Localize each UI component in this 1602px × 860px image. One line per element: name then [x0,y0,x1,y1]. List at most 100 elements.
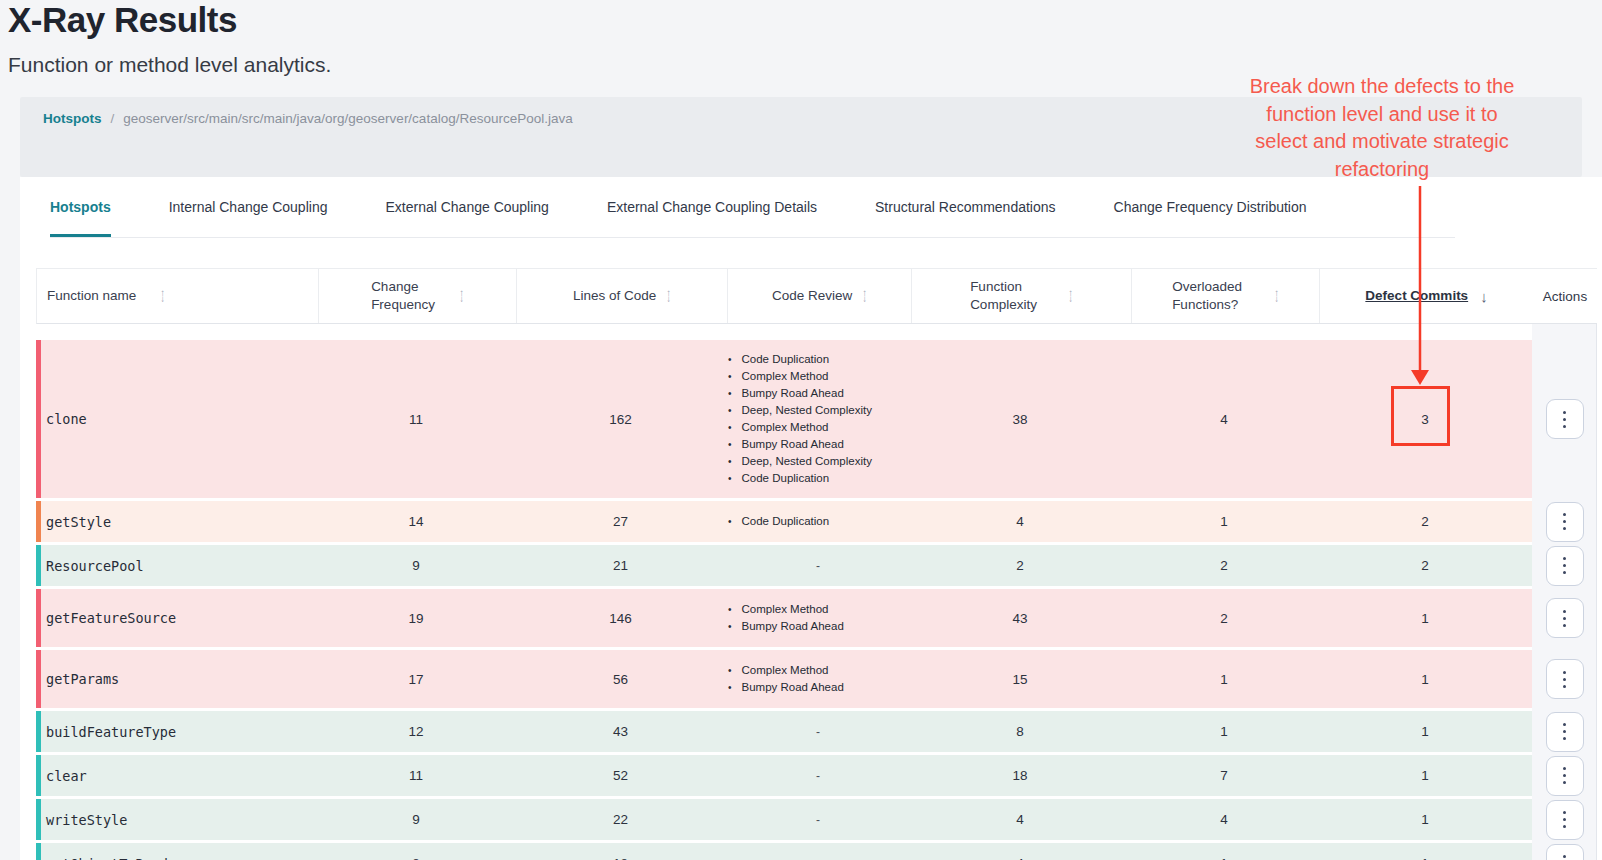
sort-icon: ↑↓ [160,290,165,303]
function-complexity-cell: 2 [910,545,1130,586]
table-row[interactable]: clear 11 52 - 18 7 1 [36,755,1597,796]
function-name-cell: getStyle [36,501,317,542]
column-header-change-frequency[interactable]: Change Frequency ↑↓ [318,269,516,323]
sort-icon: ↑↓ [459,290,464,303]
table-row[interactable]: ResourcePool 9 21 - 2 2 2 [36,545,1597,586]
function-name-cell: getParams [36,650,317,708]
overloaded-functions-cell: 1 [1130,843,1318,860]
change-frequency-cell: 19 [317,589,515,647]
page-title: X-Ray Results [8,0,237,40]
defect-commits-cell: 2 [1318,501,1532,542]
code-review-cell: - [726,755,910,796]
tab-hotspots[interactable]: Hotspots [50,177,111,237]
code-review-issue: •Bumpy Road Ahead [726,436,844,453]
breadcrumb-hotspots-link[interactable]: Hotspots [43,111,102,126]
row-actions-kebab-button[interactable] [1546,502,1584,542]
change-frequency-cell: 11 [317,340,515,498]
row-actions-kebab-button[interactable] [1546,399,1584,439]
bullet-icon: • [728,352,732,368]
column-header-overloaded-functions[interactable]: Overloaded Functions? ↑↓ [1131,269,1319,323]
table-row[interactable]: getFeatureSource 19 146 •Complex Method•… [36,589,1597,647]
lines-of-code-cell: 146 [515,589,726,647]
code-review-issue: •Code Duplication [726,351,829,368]
row-actions-kebab-button[interactable] [1546,800,1584,840]
lines-of-code-cell: 21 [515,545,726,586]
bullet-icon: • [728,602,732,618]
overloaded-functions-cell: 2 [1130,589,1318,647]
table-row[interactable]: writeStyle 9 22 - 4 4 1 [36,799,1597,840]
tab-change-frequency-distribution[interactable]: Change Frequency Distribution [1114,177,1307,237]
defect-commits-cell: 1 [1318,843,1532,860]
page-subtitle: Function or method level analytics. [8,53,331,77]
defect-commits-cell: 1 [1318,799,1532,840]
lines-of-code-cell: 18 [515,843,726,860]
column-header-code-review[interactable]: Code Review ↑↓ [727,269,911,323]
row-actions-kebab-button[interactable] [1546,712,1584,752]
column-header-defect-commits[interactable]: Defect Commits ↓ [1319,269,1533,323]
column-header-function-complexity[interactable]: Function Complexity ↑↓ [911,269,1131,323]
annotation-note: Break down the defects to the function l… [1230,73,1534,183]
sort-icon: ↑↓ [862,290,867,303]
row-actions-cell [1532,589,1597,647]
row-actions-kebab-button[interactable] [1546,659,1584,699]
row-actions-kebab-button[interactable] [1546,756,1584,796]
table-row[interactable]: getObjectToRead 8 18 - 4 1 1 [36,843,1597,860]
function-complexity-cell: 4 [910,501,1130,542]
function-name-cell: buildFeatureType [36,711,317,752]
lines-of-code-cell: 56 [515,650,726,708]
defect-commits-cell: 1 [1318,755,1532,796]
column-header-actions: Actions [1533,269,1597,323]
code-review-issue: •Complex Method [726,419,828,436]
sort-icon: ↑↓ [666,290,671,303]
change-frequency-cell: 11 [317,755,515,796]
overloaded-functions-cell: 2 [1130,545,1318,586]
code-review-cell: •Complex Method•Bumpy Road Ahead [726,650,910,708]
bullet-icon: • [728,386,732,402]
overloaded-functions-cell: 4 [1130,340,1318,498]
column-header-function-name[interactable]: Function name ↑↓ [37,269,318,323]
lines-of-code-cell: 43 [515,711,726,752]
table-row[interactable]: buildFeatureType 12 43 - 8 1 1 [36,711,1597,752]
code-review-cell: - [726,843,910,860]
column-header-lines-of-code[interactable]: Lines of Code ↑↓ [516,269,727,323]
bullet-icon: • [728,403,732,419]
lines-of-code-cell: 22 [515,799,726,840]
code-review-cell: •Code Duplication [726,501,910,542]
severity-strip [36,711,41,752]
table-row[interactable]: getStyle 14 27 •Code Duplication 4 1 2 [36,501,1597,542]
table-header-row: Function name ↑↓ Change Frequency ↑↓ Lin… [36,268,1597,324]
bullet-icon: • [728,471,732,487]
row-actions-kebab-button[interactable] [1546,598,1584,638]
severity-strip [36,501,41,542]
defect-commits-cell: 3 [1318,340,1532,498]
row-actions-kebab-button[interactable] [1546,844,1584,860]
defect-commits-cell: 2 [1318,545,1532,586]
row-actions-cell [1532,650,1597,708]
function-name-cell: ResourcePool [36,545,317,586]
breadcrumb-separator: / [111,111,115,126]
bullet-icon: • [728,619,732,635]
function-name-cell: clear [36,755,317,796]
lines-of-code-cell: 52 [515,755,726,796]
bullet-icon: • [728,663,732,679]
row-actions-cell [1532,799,1597,840]
bullet-icon: • [728,369,732,385]
sort-icon: ↑↓ [1274,290,1279,303]
change-frequency-cell: 12 [317,711,515,752]
severity-strip [36,755,41,796]
severity-strip [36,799,41,840]
tab-external-change-coupling[interactable]: External Change Coupling [385,177,548,237]
severity-strip [36,650,41,708]
row-actions-kebab-button[interactable] [1546,546,1584,586]
code-review-issue: •Code Duplication [726,513,829,530]
tab-structural-recommendations[interactable]: Structural Recommendations [875,177,1056,237]
breadcrumb-file-path: geoserver/src/main/src/main/java/org/geo… [123,111,572,126]
table-row[interactable]: getParams 17 56 •Complex Method•Bumpy Ro… [36,650,1597,708]
row-actions-cell [1532,711,1597,752]
function-complexity-cell: 38 [910,340,1130,498]
function-complexity-cell: 15 [910,650,1130,708]
tab-external-change-coupling-details[interactable]: External Change Coupling Details [607,177,817,237]
table-row[interactable]: clone 11 162 •Code Duplication•Complex M… [36,340,1597,498]
tab-internal-change-coupling[interactable]: Internal Change Coupling [169,177,328,237]
code-review-issue: •Deep, Nested Complexity [726,402,872,419]
